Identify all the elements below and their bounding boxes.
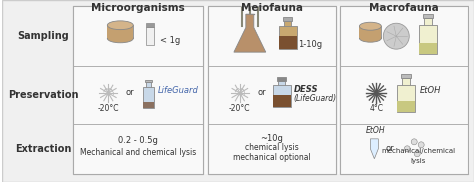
Text: or: or (126, 88, 135, 98)
Text: mechanical optional: mechanical optional (233, 153, 310, 162)
Bar (279, 36, 297, 49)
Bar (359, 26, 382, 38)
Bar (277, 77, 286, 81)
Text: Macrofauna: Macrofauna (369, 3, 439, 13)
PathPatch shape (234, 14, 266, 52)
Circle shape (411, 139, 417, 145)
Text: -20°C: -20°C (229, 104, 251, 113)
Text: Sampling: Sampling (18, 31, 70, 41)
Bar (146, 23, 154, 27)
Text: lysis: lysis (410, 158, 426, 164)
Circle shape (404, 146, 410, 152)
Text: Preservation: Preservation (9, 90, 79, 100)
Bar (279, 26, 297, 49)
PathPatch shape (370, 139, 378, 159)
Text: 4°C: 4°C (369, 104, 383, 113)
Bar (143, 88, 154, 108)
Text: LifeGuard: LifeGuard (158, 86, 199, 96)
Bar (273, 85, 291, 107)
Bar (397, 101, 415, 112)
Bar (283, 17, 292, 21)
Text: 0.2 - 0.5g: 0.2 - 0.5g (118, 136, 158, 145)
Bar (73, 6, 203, 174)
Text: DESS: DESS (294, 84, 318, 94)
Bar (419, 43, 437, 54)
Text: < 1g: < 1g (160, 36, 181, 45)
Bar (278, 81, 285, 86)
Text: EtOH: EtOH (365, 126, 385, 135)
Text: Mechanical and chemical lysis: Mechanical and chemical lysis (80, 148, 196, 157)
Bar (402, 78, 410, 86)
Bar (107, 25, 133, 38)
Text: or: or (257, 88, 266, 98)
Circle shape (414, 151, 420, 157)
Bar (401, 74, 411, 78)
Text: Microorganisms: Microorganisms (91, 3, 185, 13)
Ellipse shape (107, 34, 133, 43)
Text: Extraction: Extraction (15, 144, 72, 154)
Bar (397, 85, 415, 112)
Circle shape (383, 23, 409, 49)
Bar (419, 25, 437, 54)
Text: 1-10g: 1-10g (298, 40, 322, 49)
Bar (208, 6, 336, 174)
Ellipse shape (359, 22, 382, 30)
Bar (143, 102, 154, 108)
Bar (340, 6, 468, 174)
Circle shape (418, 142, 424, 148)
Text: or: or (386, 144, 395, 153)
Bar (284, 21, 291, 27)
Ellipse shape (107, 21, 133, 30)
Text: -20°C: -20°C (98, 104, 119, 113)
Text: chemical lysis: chemical lysis (245, 143, 299, 152)
Bar (146, 82, 151, 88)
Bar (423, 14, 433, 18)
Ellipse shape (359, 34, 382, 42)
Bar (208, 6, 336, 174)
Text: mechanical/chemical: mechanical/chemical (381, 148, 455, 154)
Text: Meiofauna: Meiofauna (241, 3, 303, 13)
Bar (273, 95, 291, 107)
Bar (340, 6, 468, 174)
Bar (73, 6, 203, 174)
Text: (LifeGuard): (LifeGuard) (294, 94, 337, 104)
Bar (146, 27, 154, 45)
Bar (145, 80, 152, 82)
Bar (424, 18, 432, 26)
Bar (73, 6, 470, 174)
Text: ~10g: ~10g (260, 134, 283, 143)
Text: EtOH: EtOH (420, 86, 442, 96)
